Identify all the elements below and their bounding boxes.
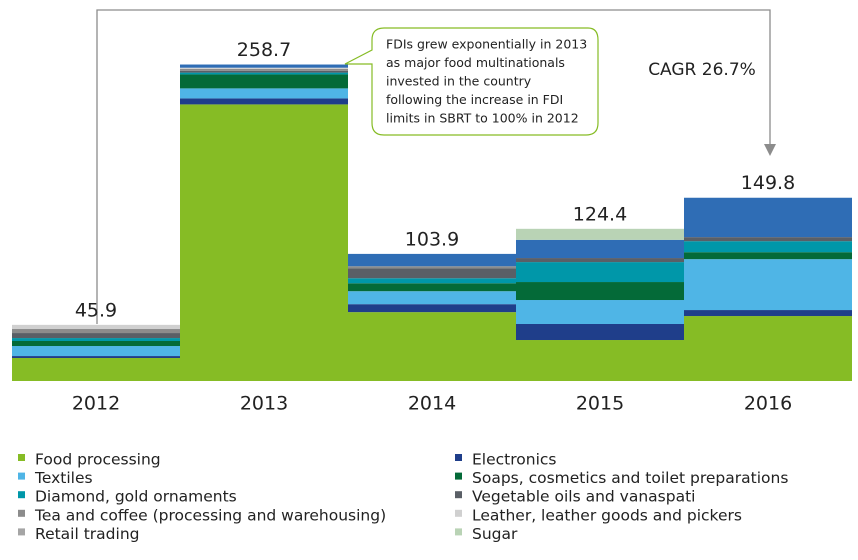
- legend-swatch: [455, 528, 462, 536]
- legend-swatch: [18, 528, 25, 536]
- bar-segment: [684, 310, 852, 317]
- bar-segment: [180, 88, 348, 99]
- bar-segment: [12, 346, 180, 357]
- bar-segment: [516, 239, 684, 259]
- legend-swatch: [18, 509, 25, 517]
- legend-swatch: [455, 509, 462, 517]
- bar-segment: [180, 70, 348, 73]
- bar-segment: [12, 358, 180, 381]
- annotation-line: FDIs grew exponentially in 2013: [386, 37, 587, 52]
- legend-swatch: [455, 454, 462, 461]
- x-tick-label: 2013: [240, 393, 288, 415]
- annotation-line: following the increase in FDI: [386, 92, 563, 107]
- bar-segment: [12, 356, 180, 359]
- bar-segment: [516, 340, 684, 381]
- bar-segment: [348, 266, 516, 269]
- bar-segment: [348, 304, 516, 313]
- cagr-label: CAGR 26.7%: [648, 60, 756, 80]
- cagr-arrow: [96, 9, 771, 324]
- legend-label: Tea and coffee (processing and warehousi…: [34, 506, 386, 524]
- bar-segment: [684, 237, 852, 242]
- total-label: 258.7: [237, 39, 291, 61]
- bar-segment: [684, 252, 852, 260]
- bar-segment: [12, 333, 180, 339]
- bar-segment: [12, 338, 180, 341]
- bar-segment: [348, 291, 516, 305]
- legend-label: Leather, leather goods and pickers: [472, 506, 742, 524]
- bar-segment: [348, 283, 516, 292]
- x-tick-label: 2015: [576, 393, 624, 415]
- bar-segment: [180, 104, 348, 382]
- legend-label: Sugar: [472, 525, 518, 543]
- bar-segment: [516, 282, 684, 301]
- total-label: 103.9: [405, 228, 459, 250]
- bar-segment: [180, 68, 348, 71]
- legend-label: Electronics: [472, 451, 556, 469]
- total-label: 45.9: [75, 299, 117, 321]
- bar-segment: [180, 72, 348, 75]
- legend-label: Food processing: [35, 451, 161, 469]
- legend-label: Retail trading: [35, 525, 139, 543]
- bar-segment: [516, 258, 684, 263]
- legend-label: Soaps, cosmetics and toilet preparations: [472, 469, 788, 487]
- legend-label: Textiles: [34, 469, 93, 487]
- annotation-line: invested in the country: [386, 74, 532, 89]
- legend-swatch: [18, 472, 25, 480]
- legend-swatch: [18, 491, 25, 499]
- bar-segment: [348, 312, 516, 381]
- bar-segment: [180, 98, 348, 105]
- annotation-line: limits in SBRT to 100% in 2012: [386, 111, 579, 126]
- total-label: 124.4: [573, 203, 627, 225]
- legend-label: Vegetable oils and vanaspati: [472, 488, 695, 506]
- bar-segment: [684, 259, 852, 311]
- bar-segment: [516, 228, 684, 240]
- arrow-head: [764, 144, 776, 156]
- callout-box: [344, 27, 599, 136]
- bar-segment: [684, 197, 852, 238]
- annotation-line: as major food multinationals: [386, 55, 565, 70]
- total-label: 149.8: [741, 172, 795, 194]
- x-tick-label: 2016: [744, 393, 792, 415]
- bar-segment: [12, 324, 180, 330]
- bar-segment: [684, 316, 852, 381]
- bar-segment: [12, 340, 180, 347]
- legend-swatch: [18, 454, 25, 461]
- bar-segment: [348, 253, 516, 267]
- bar-segment: [516, 300, 684, 324]
- bar-segment: [516, 323, 684, 341]
- legend-swatch: [455, 472, 462, 480]
- bar-segment: [684, 241, 852, 253]
- bar-segment: [348, 278, 516, 284]
- bar-segment: [180, 67, 348, 69]
- bar-segment: [12, 329, 180, 334]
- bar-segment: [516, 262, 684, 283]
- bar-segment: [348, 268, 516, 279]
- x-tick-label: 2012: [72, 393, 120, 415]
- bar-segment: [180, 64, 348, 68]
- legend-label: Diamond, gold ornaments: [35, 488, 237, 506]
- x-tick-label: 2014: [408, 393, 456, 415]
- legend-swatch: [455, 491, 462, 499]
- bar-segment: [180, 74, 348, 89]
